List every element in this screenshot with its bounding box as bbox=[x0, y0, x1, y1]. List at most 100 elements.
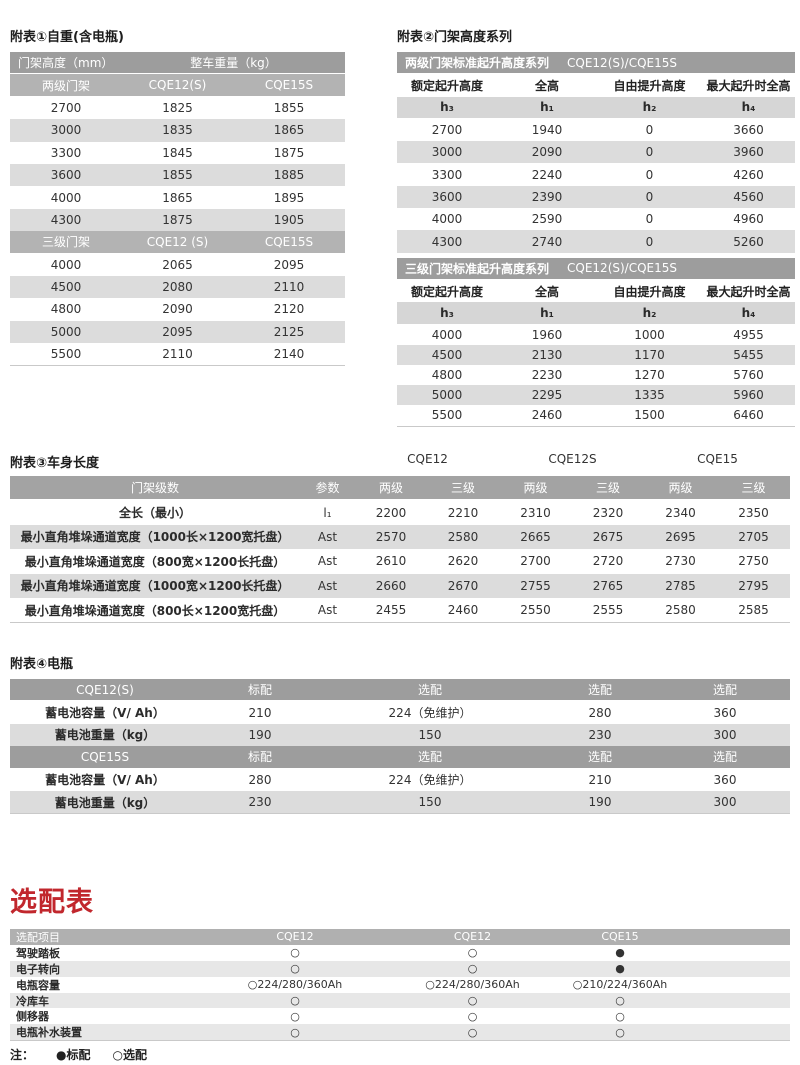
symbol-cell: h₃ bbox=[440, 100, 454, 115]
col-header: CQE15 bbox=[601, 930, 639, 944]
table-row: 2700 1940 0 3660 bbox=[397, 119, 795, 141]
option-value-cell: ● bbox=[615, 962, 625, 976]
col-group-header: 门架高度（mm） bbox=[18, 56, 114, 71]
data-cell: 150 bbox=[418, 727, 442, 742]
table-self-weight-title: 附表①自重(含电瓶) bbox=[10, 30, 124, 45]
table-row: 4000 1960 1000 4955 bbox=[397, 325, 795, 345]
option-value-cell: ○ bbox=[615, 1009, 625, 1023]
table-row: 蓄电池重量（kg） 230 150 190 300 bbox=[10, 790, 790, 814]
data-cell: 1940 bbox=[531, 123, 563, 138]
option-value-cell: ○224/280/360Ah bbox=[247, 978, 343, 992]
col-header: CQE15S bbox=[264, 234, 314, 249]
col-header: 选配 bbox=[712, 683, 737, 698]
col-group-header: 整车重量（kg） bbox=[190, 56, 277, 71]
table-row: 4300 1875 1905 bbox=[10, 208, 345, 232]
data-cell: 5455 bbox=[733, 347, 764, 362]
col-header: 全高 bbox=[534, 284, 559, 299]
data-cell: 2140 bbox=[273, 347, 305, 362]
option-value-cell: ○ bbox=[615, 1025, 625, 1039]
row-label: 冷库车 bbox=[16, 994, 49, 1008]
option-value-cell: ● bbox=[615, 946, 625, 960]
data-cell: 4300 bbox=[431, 234, 463, 249]
table-row: 4800 2090 2120 bbox=[10, 298, 345, 320]
option-value-cell: ○ bbox=[290, 994, 300, 1007]
data-cell: 2675 bbox=[592, 529, 624, 544]
option-value-cell: ○ bbox=[615, 994, 625, 1007]
data-cell: 224（免维护） bbox=[388, 706, 472, 721]
data-cell: 2665 bbox=[520, 529, 551, 544]
data-cell: 1905 bbox=[273, 212, 305, 227]
table-mast-heights-body: 两级门架标准起升高度系列 CQE12(S)/CQE15S 额定起升高度 全高 自由提升高… bbox=[397, 52, 795, 427]
data-cell: 1875 bbox=[273, 145, 305, 160]
table-row: 电子转向 ○ ○ ● bbox=[10, 960, 790, 977]
col-header: 标配 bbox=[247, 750, 272, 765]
data-cell: 4800 bbox=[50, 302, 82, 317]
data-cell: 1500 bbox=[634, 408, 665, 423]
section-band-row: 两级门架标准起升高度系列 CQE12(S)/CQE15S bbox=[397, 52, 795, 75]
data-cell: 1845 bbox=[162, 145, 193, 160]
option-value-cell: ○ bbox=[467, 994, 478, 1007]
table-row: 最小直角堆垛通道宽度（800宽×1200长托盘） Ast 2610 2620 2700 2… bbox=[10, 549, 790, 573]
data-cell: 2080 bbox=[162, 280, 193, 295]
row-label: 电瓶容量 bbox=[16, 978, 60, 992]
data-cell: 1865 bbox=[162, 190, 193, 205]
table-row: 5000 2295 1335 5960 bbox=[397, 385, 795, 406]
section-header-row: CQE15S 标配 选配 选配 选配 bbox=[10, 746, 790, 769]
data-cell: 2095 bbox=[162, 324, 193, 339]
model-header: CQE15S bbox=[80, 749, 130, 764]
model-label: CQE12 bbox=[407, 452, 448, 466]
col-header: 额定起升高度 bbox=[410, 284, 483, 299]
table-self-weight-body: 门架高度（mm） 整车重量（kg） 两级门架 CQE12(S) CQE15S 2700 18… bbox=[10, 52, 345, 367]
row-label: 电子转向 bbox=[16, 962, 60, 976]
data-cell: 230 bbox=[588, 727, 612, 742]
data-cell: 2660 bbox=[375, 578, 407, 593]
data-cell: 4300 bbox=[50, 212, 82, 227]
data-cell: 360 bbox=[713, 705, 737, 720]
data-cell: 1865 bbox=[273, 123, 305, 138]
data-cell: 2755 bbox=[520, 578, 551, 593]
data-cell: 2580 bbox=[665, 603, 696, 618]
row-label: 蓄电池重量（kg） bbox=[54, 795, 156, 810]
data-cell: 5000 bbox=[431, 388, 463, 403]
option-value-cell: ○ bbox=[290, 962, 300, 976]
data-cell: 1855 bbox=[162, 168, 193, 183]
option-value-cell: ○ bbox=[290, 1009, 300, 1023]
data-cell: 3960 bbox=[733, 145, 764, 160]
symbol-row: h₃ h₁ h₂ h₄ bbox=[397, 96, 795, 119]
data-cell: 210 bbox=[588, 772, 612, 787]
data-cell: 190 bbox=[588, 795, 612, 810]
option-value-cell: ○ bbox=[467, 1009, 478, 1023]
data-cell: 1885 bbox=[273, 168, 305, 183]
section-header-row: CQE12(S) 标配 选配 选配 选配 bbox=[10, 679, 790, 702]
table-body-length-title: 附表③车身长度 bbox=[10, 456, 100, 471]
note-optional-legend: ○选配 bbox=[112, 1048, 147, 1063]
data-cell: 2580 bbox=[447, 529, 479, 544]
table-row: 最小直角堆垛通道宽度（800长×1200宽托盘） Ast 2455 2460 2550 2… bbox=[10, 598, 790, 622]
col-header: 自由提升高度 bbox=[613, 284, 686, 299]
data-cell: 3000 bbox=[431, 145, 463, 160]
col-header: 标配 bbox=[247, 683, 272, 698]
col-header: CQE12(S) bbox=[148, 78, 207, 93]
table-row: 侧移器 ○ ○ ○ bbox=[10, 1008, 790, 1024]
data-cell: 3300 bbox=[50, 145, 82, 160]
table-body-length: 附表③车身长度 CQE12 CQE12S CQE15 门架级数 参数 两级 三级 两级 三… bbox=[10, 450, 790, 624]
table-row: 3600 2390 0 4560 bbox=[397, 185, 795, 209]
table-mast-heights: 附表②门架高度系列 两级门架标准起升高度系列 CQE12(S)/CQE15S 额定起… bbox=[397, 26, 795, 427]
data-cell: 2590 bbox=[531, 212, 563, 227]
table-battery-title: 附表④电瓶 bbox=[10, 657, 74, 672]
table-row: 蓄电池容量（V/ Ah） 280 224（免维护） 210 360 bbox=[10, 769, 790, 791]
data-cell: 3300 bbox=[431, 167, 463, 182]
col-header: 选配项目 bbox=[16, 930, 60, 944]
data-cell: 2700 bbox=[520, 554, 551, 569]
data-cell: 2110 bbox=[273, 280, 305, 295]
table-row: 5000 2095 2125 bbox=[10, 320, 345, 344]
data-cell: 5960 bbox=[733, 388, 764, 403]
section-header-row: 两级门架 CQE12(S) CQE15S bbox=[10, 74, 345, 97]
data-cell: 210 bbox=[248, 705, 272, 720]
table-row: 4500 2080 2110 bbox=[10, 275, 345, 299]
data-cell: 6460 bbox=[733, 408, 764, 423]
data-cell: 1270 bbox=[634, 368, 665, 383]
data-cell: 2390 bbox=[531, 189, 563, 204]
table-row: 电瓶容量 ○224/280/360Ah ○224/280/360Ah ○210/224… bbox=[10, 977, 790, 993]
data-cell: 2460 bbox=[447, 603, 479, 618]
